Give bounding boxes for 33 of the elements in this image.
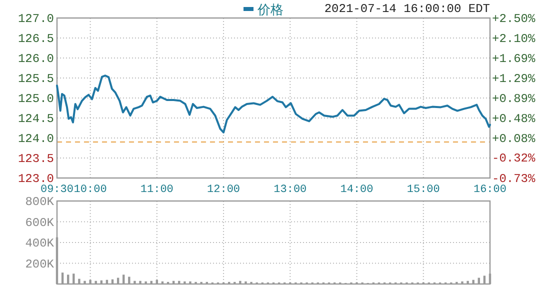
y-tick-label: 126.0: [18, 52, 54, 66]
x-tick-label: 12:00: [207, 184, 240, 196]
y2-tick-label: +2.10%: [492, 32, 536, 46]
legend-label: 价格: [256, 3, 284, 18]
x-tick-label: 09:30: [40, 184, 74, 196]
x-tick-label: 13:00: [274, 184, 307, 196]
y-tick-label: 124.0: [18, 132, 54, 146]
y-tick-label: 125.0: [18, 92, 54, 106]
y-tick-label: 400K: [25, 236, 55, 250]
y-tick-label: 123.0: [18, 172, 54, 186]
y-tick-label: 800K: [25, 195, 55, 209]
x-tick-label: 15:00: [406, 184, 440, 196]
y-tick-label: 124.5: [18, 112, 54, 126]
y-tick-label: 126.5: [18, 32, 54, 46]
x-tick-label: 14:00: [340, 184, 374, 196]
y-tick-label: 123.5: [18, 152, 54, 166]
y2-tick-label: -0.73%: [492, 172, 536, 186]
y2-tick-label: -0.32%: [492, 152, 536, 166]
y2-tick-label: +0.48%: [492, 112, 536, 126]
text: 2021-07-14 16:00:00 EDT: [324, 2, 490, 16]
x-tick-label: 16:00: [473, 184, 507, 196]
x-tick-label: 10:00: [74, 184, 107, 196]
y-tick-label: 600K: [25, 216, 55, 230]
legend: 价格: [244, 3, 284, 18]
y2-tick-label: +0.89%: [492, 92, 536, 106]
y2-tick-label: +1.69%: [492, 52, 536, 66]
x-tick-label: 11:00: [140, 184, 174, 196]
y-tick-label: 200K: [25, 257, 55, 272]
y2-tick-label: +1.29%: [492, 72, 536, 86]
y-tick-label: 125.5: [18, 72, 54, 86]
y2-tick-label: +0.08%: [492, 132, 536, 146]
y-tick-label: 127.0: [18, 12, 54, 26]
y2-tick-label: +2.50%: [492, 12, 536, 26]
